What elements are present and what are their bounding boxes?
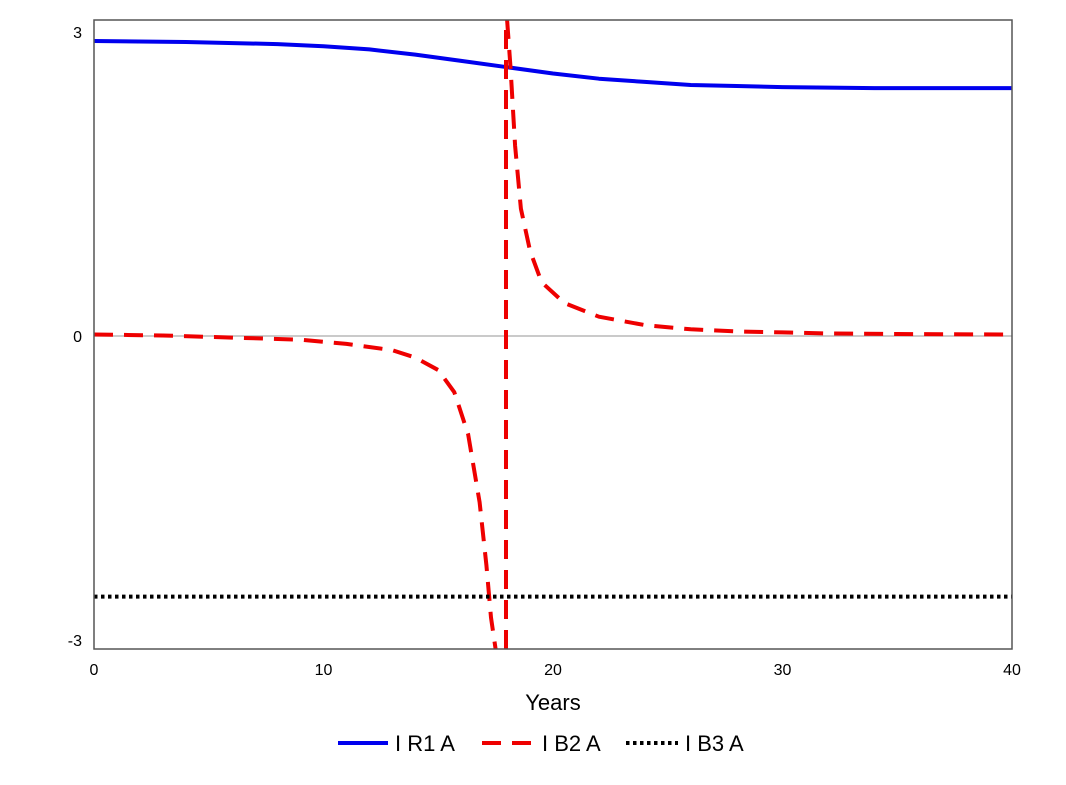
x-axis-title: Years <box>525 690 580 715</box>
legend-item-i-r1-a: I R1 A <box>338 731 455 756</box>
legend-label: I R1 A <box>395 731 455 756</box>
series-line-i-b2-a <box>94 332 498 649</box>
y-tick-label: 3 <box>73 25 82 42</box>
legend-item-i-b3-a: I B3 A <box>626 731 744 756</box>
x-tick-label: 40 <box>1003 662 1021 679</box>
series-layer <box>94 20 1012 649</box>
plot-frame <box>93 19 1013 650</box>
y-tick-label: -3 <box>68 633 82 650</box>
x-tick-label: 10 <box>315 662 333 679</box>
legend-label: I B2 A <box>542 731 601 756</box>
legend: I R1 A I B2 A I B3 A <box>338 731 744 756</box>
series-line-i-r1-a <box>94 39 1012 91</box>
series-line-i-b2-a <box>505 20 1012 337</box>
legend-item-i-b2-a: I B2 A <box>482 731 601 756</box>
x-tick-label: 20 <box>544 662 562 679</box>
legend-label: I B3 A <box>685 731 744 756</box>
y-tick-label: 0 <box>73 329 82 346</box>
x-tick-label: 0 <box>90 662 99 679</box>
x-tick-label: 30 <box>774 662 792 679</box>
